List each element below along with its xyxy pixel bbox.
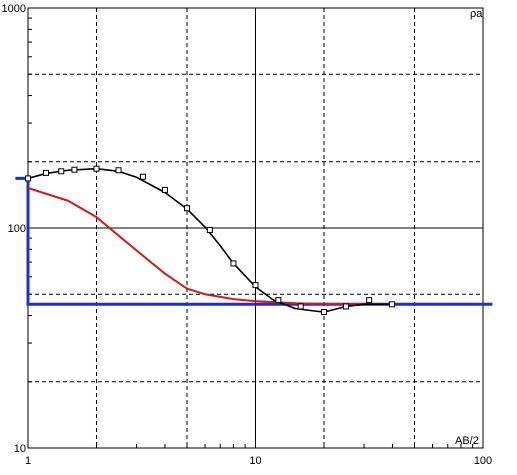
- y-tick-label: 100: [8, 223, 26, 235]
- observed-point: [58, 168, 65, 175]
- observed-point: [275, 297, 282, 304]
- observed-point: [115, 167, 122, 174]
- observed-point: [161, 186, 168, 193]
- x-tick-label: 100: [474, 455, 492, 467]
- observed-point: [252, 282, 259, 289]
- observed-point: [25, 175, 31, 182]
- x-axis-label: AB/2: [455, 435, 479, 447]
- observed-point: [93, 165, 100, 172]
- observed-point: [206, 226, 213, 233]
- model-response-line: [27, 187, 393, 306]
- observed-point: [43, 169, 50, 176]
- grid: [28, 8, 483, 448]
- observed-point: [343, 303, 350, 310]
- observed-point: [71, 166, 78, 173]
- observed-point: [230, 260, 237, 267]
- observed-point: [139, 173, 146, 180]
- y-tick-label: 1000: [2, 3, 26, 15]
- y-axis-label: ρa: [470, 8, 483, 20]
- observed-point: [184, 205, 191, 212]
- observed-point: [320, 309, 327, 316]
- x-tick-label: 10: [249, 455, 261, 467]
- observed-point: [366, 297, 373, 304]
- layer-model-line: [15, 176, 493, 306]
- observed-point: [297, 303, 304, 310]
- y-tick-label: 10: [14, 443, 26, 455]
- x-tick-label: 1: [25, 455, 31, 467]
- observed-point: [388, 301, 395, 308]
- observed-markers: [25, 165, 395, 316]
